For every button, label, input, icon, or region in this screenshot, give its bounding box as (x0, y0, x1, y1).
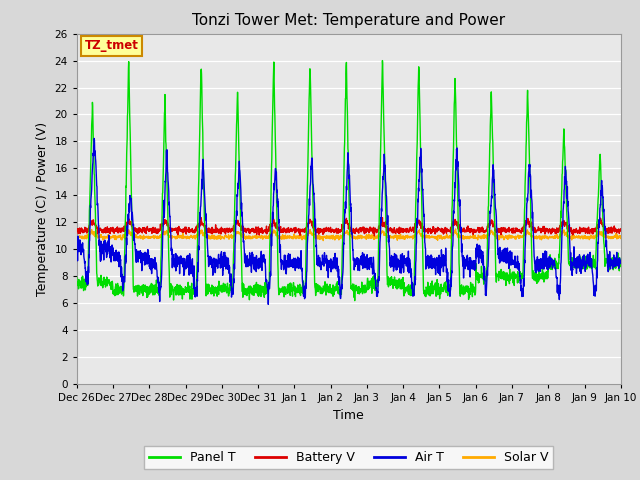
Title: Tonzi Tower Met: Temperature and Power: Tonzi Tower Met: Temperature and Power (192, 13, 506, 28)
Y-axis label: Temperature (C) / Power (V): Temperature (C) / Power (V) (36, 122, 49, 296)
Legend: Panel T, Battery V, Air T, Solar V: Panel T, Battery V, Air T, Solar V (144, 446, 554, 469)
Text: TZ_tmet: TZ_tmet (85, 39, 139, 52)
X-axis label: Time: Time (333, 408, 364, 421)
